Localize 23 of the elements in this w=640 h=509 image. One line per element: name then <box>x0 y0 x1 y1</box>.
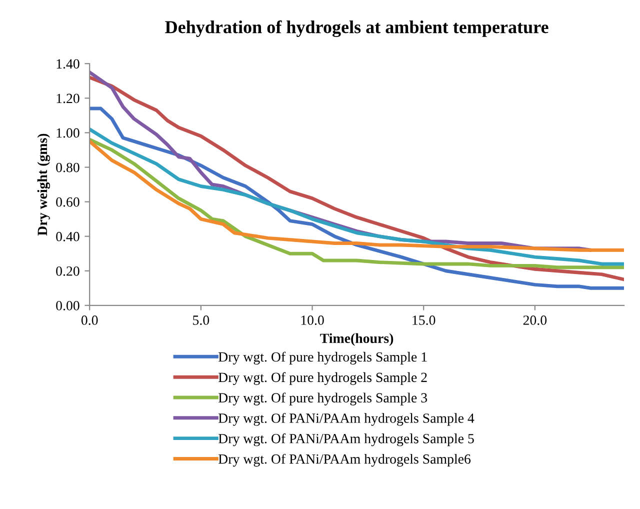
legend-label: Dry wgt. Of pure hydrogels Sample 1 <box>218 352 427 365</box>
legend-label: Dry wgt. Of pure hydrogels Sample 2 <box>218 372 427 385</box>
y-tick-label: 1.00 <box>56 128 80 138</box>
line-series <box>90 106 624 290</box>
x-tick-label: 20.0 <box>523 316 547 325</box>
legend-label: Dry wgt. Of pure hydrogels Sample 3 <box>218 392 428 406</box>
y-tick-label: 0.60 <box>56 197 80 207</box>
x-axis-title: Time(hours) <box>320 333 394 346</box>
legend-label: Dry wgt. Of PANi/PAAm hydrogels Sample 4 <box>218 412 474 426</box>
y-tick-label: 0.80 <box>56 162 80 172</box>
y-tick-label: 1.20 <box>56 94 80 104</box>
y-tick-label: 0.00 <box>56 300 80 310</box>
x-tick-label: 5.0 <box>193 316 210 325</box>
y-tick-label: 0.20 <box>56 266 80 276</box>
x-tick-label: 15.0 <box>412 316 436 325</box>
legend-label: Dry wgt. Of PANi/PAAm hydrogels Sample 5 <box>218 433 474 446</box>
chart-title: Dehydration of hydrogels at ambient temperature <box>165 20 548 38</box>
legend-label: Dry wgt. Of PANi/PAAm hydrogels Sample6 <box>218 454 471 467</box>
x-tick-label: 10.0 <box>301 316 324 325</box>
y-tick-label: 1.40 <box>56 59 80 69</box>
y-tick-label: 0.40 <box>56 232 80 242</box>
y-axis-title: Dry weight (gms) <box>37 134 50 236</box>
x-tick-label: 0.0 <box>81 316 98 325</box>
